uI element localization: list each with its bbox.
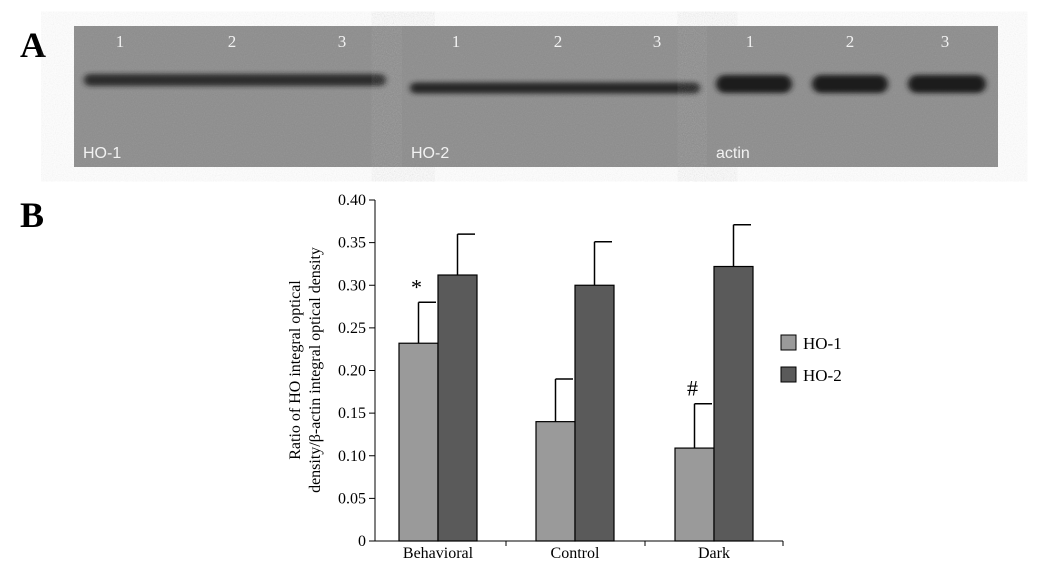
bar-ho-1-dark <box>674 447 715 542</box>
blot-strip-ho-1: 1 2 3 HO-1 <box>74 26 402 167</box>
y-tick-label: 0.05 <box>338 490 366 507</box>
blot-band <box>84 74 386 86</box>
blot-strip-label: HO-2 <box>411 145 449 162</box>
bar-ho-2-control <box>574 284 615 542</box>
blot-strip-ho-2: 1 2 3 HO-2 <box>402 26 707 167</box>
x-tick-label: Control <box>551 545 600 562</box>
blot-strip-actin: 1 2 3 actin <box>707 26 998 167</box>
blot-band <box>716 75 792 93</box>
blot-texture <box>707 26 998 167</box>
x-tick-label: Behavioral <box>403 545 474 562</box>
lane-number: 3 <box>338 32 347 51</box>
blot-band <box>410 82 700 94</box>
panel-label-b: B <box>20 195 45 235</box>
y-tick-label: 0.15 <box>338 405 366 422</box>
blot-strip-label: HO-1 <box>83 145 121 162</box>
lane-number: 3 <box>941 32 950 51</box>
blot-texture <box>74 26 402 167</box>
lane-number: 2 <box>846 32 855 51</box>
lane-number: 2 <box>228 32 237 51</box>
y-axis-label-line: density/β-actin integral optical density <box>307 247 324 493</box>
legend-swatch <box>780 334 797 351</box>
y-tick-label: 0.25 <box>338 320 366 337</box>
y-axis-label-line: Ratio of HO integral optical <box>287 280 304 460</box>
y-tick-label: 0.20 <box>338 363 366 380</box>
y-tick-label: 0 <box>358 533 366 550</box>
y-axis-label: Ratio of HO integral optical density/β-ac… <box>287 247 324 493</box>
bar-ho-1-behavioral <box>398 342 439 542</box>
bar-ho-2-dark <box>713 265 754 542</box>
lane-number: 1 <box>116 32 125 51</box>
x-tick-label: Dark <box>698 545 730 562</box>
legend-label: HO-2 <box>803 366 842 385</box>
y-tick-label: 0.30 <box>338 277 366 294</box>
significance-marker: # <box>687 376 698 401</box>
lane-number: 2 <box>554 32 563 51</box>
lane-number: 1 <box>452 32 461 51</box>
legend: HO-1 HO-2 <box>780 334 842 385</box>
panel-label-a: A <box>20 25 46 65</box>
blot-band <box>812 75 888 93</box>
bar-ho-1-control <box>535 421 576 542</box>
significance-marker: * <box>411 274 422 299</box>
lane-number: 3 <box>653 32 662 51</box>
y-tick-label: 0.35 <box>338 235 366 252</box>
lane-number: 1 <box>746 32 755 51</box>
blot-strip-label: actin <box>716 145 750 162</box>
blot-texture <box>402 26 707 167</box>
legend-swatch <box>780 366 797 383</box>
y-tick-label: 0.10 <box>338 448 366 465</box>
y-tick-label: 0.40 <box>338 192 366 209</box>
blot-band <box>908 75 986 93</box>
bar-ho-2-behavioral <box>437 274 478 542</box>
western-blot-image: 1 2 3 HO-1 1 2 3 HO-2 1 2 3 actin <box>74 26 998 167</box>
legend-label: HO-1 <box>803 334 842 353</box>
